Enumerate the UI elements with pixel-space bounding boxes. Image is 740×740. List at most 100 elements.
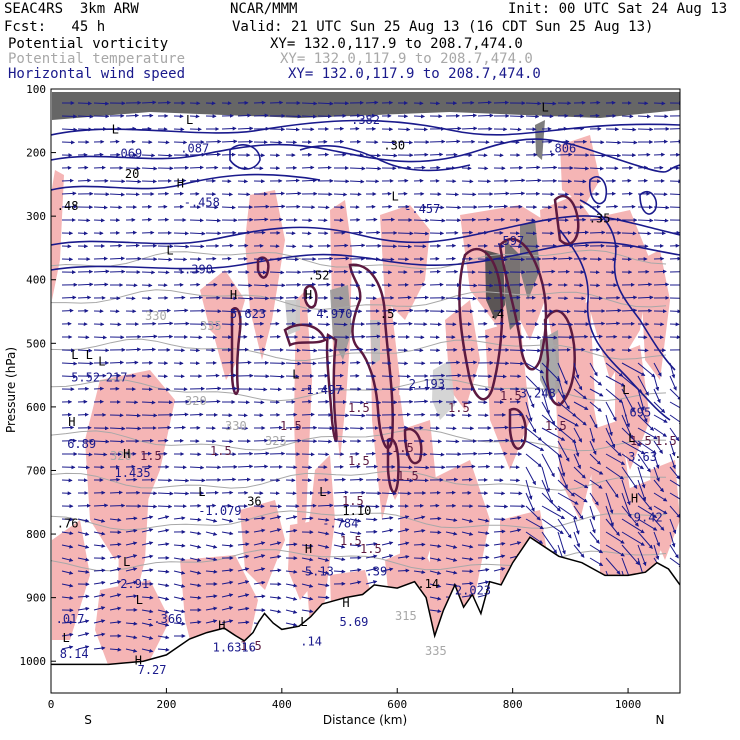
wind-vector-780 [61,361,78,366]
wind-vector-359 [189,218,204,223]
wind-vector-373 [413,218,430,223]
wind-vector-1398 [61,570,74,575]
wind-vector-1007 [573,427,583,443]
wind-vector-877 [365,387,379,392]
field-label-40: 3.63 [628,450,657,464]
wind-vector-935 [669,401,680,410]
wind-vector-1386 [429,557,442,562]
wind-vector-478 [221,256,232,261]
wind-vector-371 [381,217,396,222]
plot-frame [50,88,681,694]
wind-vector-187 [557,152,573,157]
field-label-25: L [292,367,299,381]
wind-vector-1506 [93,632,106,637]
wind-vector-1211 [93,503,109,508]
field-label-26: -1.497 [299,383,342,397]
theta-label-4: 330 [225,419,247,433]
wind-vector-1436 [189,583,202,588]
wind-vector-353 [93,218,106,223]
wind-vector-1261 [269,515,282,520]
wind-vector-1443 [301,583,314,588]
wind-vector-1333 [173,543,186,548]
wind-vector-492 [445,256,456,261]
wind-vector-1129 [653,466,660,482]
field-label-19: L [392,189,399,203]
wind-vector-1467 [301,596,314,601]
wind-vector-1017 [109,439,125,444]
wind-vector-929 [573,401,589,411]
wind-vector-1079 [477,451,493,456]
wind-vector-916 [365,400,382,405]
valid-time: Valid: 21 UTC Sun 25 Aug 13 (16 CDT Sun … [232,19,654,35]
wind-vector-982 [173,425,186,430]
wind-vector-1462 [221,593,234,598]
wind-vector-894 [637,388,645,411]
wind-vector-638 [285,308,297,313]
wind-vector-89 [237,126,254,131]
field-label-15: .5 [380,307,394,321]
pv-contour-3 [303,284,318,309]
field-label-43: -1.079 [198,504,241,518]
shaded-streak-8 [380,205,430,320]
wind-vector-100 [413,127,428,132]
field-label-45: L [319,485,326,499]
wind-vector-1463 [237,593,250,598]
wind-vector-126 [205,139,222,144]
wind-vector-214 [365,166,382,171]
wind-vector-728 [477,334,490,339]
wind-vector-951 [301,412,315,417]
wind-vector-481 [269,257,282,262]
wind-vector-432 [109,243,123,248]
wind-vector-1367 [125,554,138,559]
wind-vector-1491 [77,619,90,624]
wind-vector-760 [365,347,378,352]
grey-shade-5 [520,220,540,300]
wind-vector-790 [221,360,235,365]
wind-vector-29 [525,101,542,106]
wind-vector-920 [429,399,443,404]
wind-vector-1212 [109,503,126,508]
wind-vector-47 [189,114,200,119]
wind-vector-735 [589,334,603,339]
wind-vector-1335 [205,544,218,549]
wind-vector-809 [525,362,544,374]
wind-vector-1024 [221,439,234,444]
field-label-34: 6.89 [67,437,96,451]
wind-vector-1046 [573,440,580,457]
wind-vector-1378 [301,557,314,562]
wind-vector-1376 [269,554,282,559]
wind-vector-196 [77,165,89,170]
wind-vector-23 [429,101,441,106]
wind-vector-1312 [461,531,474,536]
wind-vector-1270 [413,515,426,520]
wind-vector-1263 [301,516,314,521]
wind-vector-783 [109,360,125,365]
wind-vector-519 [253,270,268,275]
wind-vector-1194 [445,490,456,495]
wind-vector-286 [269,191,286,196]
wind-vector-1282 [605,518,620,537]
wind-vector-1130 [669,466,680,480]
wind-vector-547 [77,282,94,287]
wind-vector-1345 [365,542,378,547]
wind-vector-1267 [365,517,378,522]
wind-vector-722 [381,334,396,339]
wind-vector-1351 [461,544,474,549]
wind-vector-360 [205,218,222,223]
wind-vector-840 [397,374,411,379]
wind-vector-510 [109,269,126,274]
wind-vector-154 [653,139,669,144]
y-tick-label-7: 800 [26,528,46,541]
wind-vector-711 [205,335,218,340]
wind-vector-690 [493,321,505,326]
wind-vector-1204 [605,492,614,514]
wind-vector-1128 [637,466,646,489]
wind-vector-484 [317,256,334,261]
wind-vector-1431 [109,580,122,585]
wind-vector-426 [637,231,652,236]
wind-vector-1239 [541,505,566,520]
wind-vector-1370 [173,557,186,562]
wind-vector-1516 [125,648,138,653]
wind-vector-1068 [301,452,315,457]
